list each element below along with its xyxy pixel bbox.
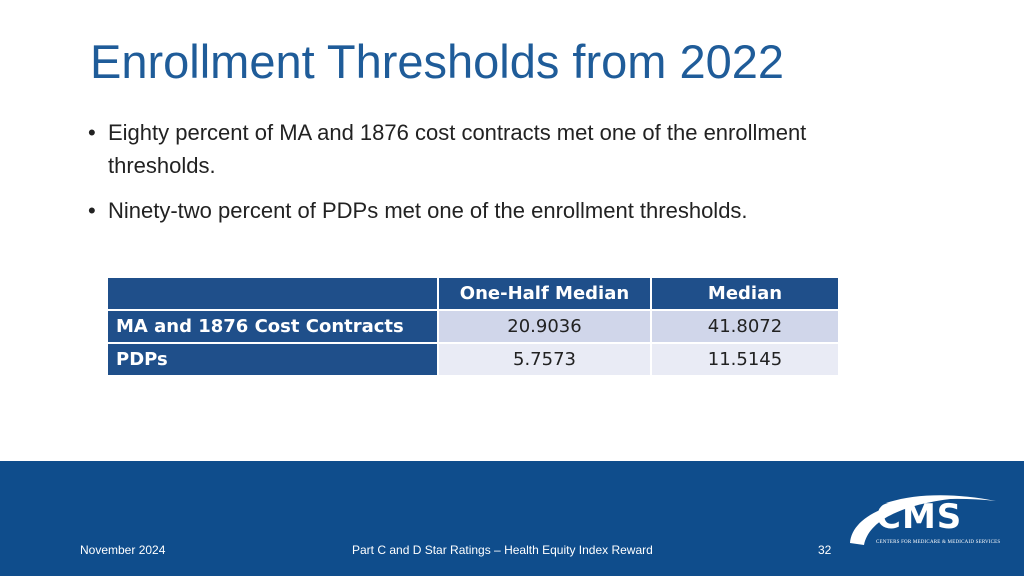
bullet-item: • Eighty percent of MA and 1876 cost con… <box>88 116 888 182</box>
bullet-text: Ninety-two percent of PDPs met one of th… <box>108 198 748 223</box>
bullet-text: Eighty percent of MA and 1876 cost contr… <box>108 120 807 178</box>
threshold-table: One-Half Median Median MA and 1876 Cost … <box>106 276 840 377</box>
page-number: 32 <box>818 543 832 557</box>
table-row: MA and 1876 Cost Contracts 20.9036 41.80… <box>108 311 838 342</box>
slide-title: Enrollment Thresholds from 2022 <box>90 35 785 88</box>
cms-logo-wordmark: CMS <box>876 497 963 537</box>
median-value: 11.5145 <box>652 344 838 375</box>
half-median-value: 20.9036 <box>439 311 650 342</box>
table-corner-cell <box>108 278 437 309</box>
row-label: PDPs <box>108 344 437 375</box>
footer-band: November 2024 Part C and D Star Ratings … <box>0 461 1024 576</box>
footer-date: November 2024 <box>80 543 166 557</box>
table-row: PDPs 5.7573 11.5145 <box>108 344 838 375</box>
bullet-dot-icon: • <box>88 198 96 223</box>
cms-swoosh-icon <box>850 495 996 545</box>
row-label: MA and 1876 Cost Contracts <box>108 311 437 342</box>
cms-logo-subtext: CENTERS FOR MEDICARE & MEDICAID SERVICES <box>876 540 1001 545</box>
half-median-value: 5.7573 <box>439 344 650 375</box>
cms-logo: CMS CENTERS FOR MEDICARE & MEDICAID SERV… <box>846 491 1006 553</box>
bullet-list: • Eighty percent of MA and 1876 cost con… <box>88 116 888 239</box>
table-header-row: One-Half Median Median <box>108 278 838 309</box>
column-header-half-median: One-Half Median <box>439 278 650 309</box>
bullet-dot-icon: • <box>88 120 96 145</box>
bullet-item: • Ninety-two percent of PDPs met one of … <box>88 194 888 227</box>
column-header-median: Median <box>652 278 838 309</box>
footer-presentation-title: Part C and D Star Ratings – Health Equit… <box>352 543 653 557</box>
median-value: 41.8072 <box>652 311 838 342</box>
